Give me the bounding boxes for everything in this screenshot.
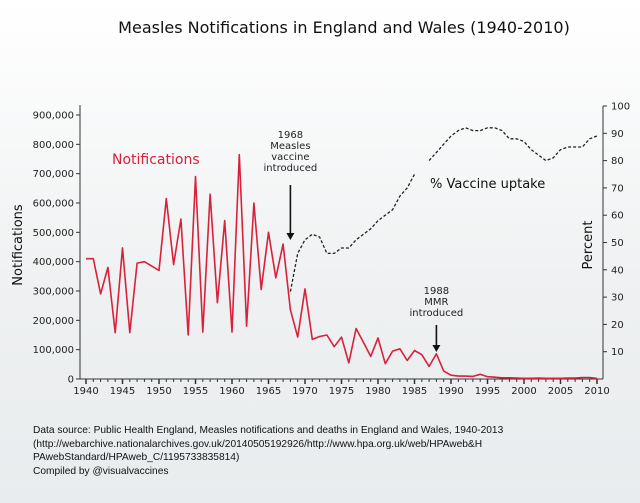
annotation-text: Measles	[270, 141, 310, 152]
x-tick-label: 2005	[548, 386, 573, 397]
data-source-note: Data source: Public Health England, Meas…	[33, 424, 503, 478]
annotation-text: vaccine	[271, 152, 309, 163]
x-tick-label: 1980	[365, 386, 390, 397]
y-tick-label: 100,000	[33, 345, 74, 356]
annotation-text: introduced	[410, 308, 464, 319]
chart-title: Measles Notifications in England and Wal…	[118, 18, 570, 37]
y-tick-label: 300,000	[33, 287, 74, 298]
source-line: Data source: Public Health England, Meas…	[33, 425, 504, 436]
x-tick-label: 2010	[584, 386, 609, 397]
y2-tick-label: 20	[611, 320, 624, 331]
x-tick-label: 1950	[146, 386, 171, 397]
x-tick-label: 1945	[110, 386, 135, 397]
y-tick-label: 200,000	[33, 316, 74, 327]
y2-tick-label: 100	[611, 102, 630, 113]
arrow-down-icon	[432, 345, 441, 352]
y-tick-label: 600,000	[33, 199, 74, 210]
x-tick-label: 1955	[183, 386, 208, 397]
y-tick-label: 700,000	[33, 169, 74, 180]
vaccine-uptake-line	[289, 127, 598, 292]
source-line: (http://webarchive.nationalarchives.gov.…	[33, 438, 483, 450]
y-tick-label: 900,000	[33, 111, 74, 122]
x-tick-label: 1965	[256, 386, 281, 397]
x-tick-label: 1940	[73, 386, 98, 397]
uptake-legend-label: % Vaccine uptake	[430, 177, 545, 192]
x-tick-label: 1960	[219, 386, 244, 397]
y2-tick-label: 10	[611, 347, 624, 358]
y-tick-label: 400,000	[33, 257, 74, 268]
y-tick-label: 800,000	[33, 140, 74, 151]
annotation-text: 1988	[424, 286, 449, 297]
arrow-down-icon	[286, 233, 295, 240]
x-tick-label: 1970	[292, 386, 317, 397]
y2-tick-label: 30	[611, 293, 624, 304]
x-tick-label: 1985	[402, 386, 427, 397]
y2-tick-label: 60	[611, 211, 624, 222]
compiled-by: Compiled by @visualvaccines	[33, 465, 169, 477]
annotation-text: introduced	[264, 163, 318, 174]
x-tick-label: 1995	[475, 386, 500, 397]
x-tick-label: 2000	[511, 386, 536, 397]
annotation-text: MMR	[424, 297, 448, 308]
x-tick-label: 1975	[329, 386, 354, 397]
y-tick-label: 500,000	[33, 228, 74, 239]
y2-tick-label: 90	[611, 129, 624, 140]
y2-tick-label: 50	[611, 238, 624, 249]
source-line: PAwebStandard/HPAweb_C/1195733835814)	[33, 452, 240, 463]
notifications-line	[86, 153, 598, 380]
y2-tick-label: 80	[611, 156, 624, 167]
y2-axis-label: Percent	[581, 221, 596, 270]
annotation-text: 1968	[278, 130, 303, 141]
y-axis-label: Notifications	[11, 204, 26, 286]
y2-tick-label: 40	[611, 265, 624, 276]
y-tick-label: 0	[68, 375, 74, 386]
x-tick-label: 1990	[438, 386, 463, 397]
y2-tick-label: 70	[611, 183, 624, 194]
notifications-legend-label: Notifications	[112, 152, 200, 168]
